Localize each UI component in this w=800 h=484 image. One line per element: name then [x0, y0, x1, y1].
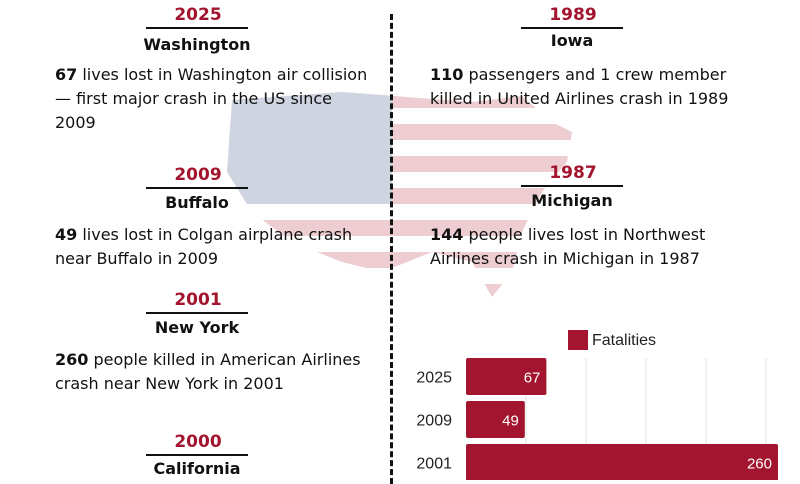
- event-count: 67: [55, 65, 78, 84]
- category-label: 2009: [416, 413, 452, 430]
- legend-label: Fatalities: [592, 332, 656, 349]
- event-description: 144 people lives lost in Northwest Airli…: [430, 223, 760, 271]
- event-text: people lives lost in Northwest Airlines …: [430, 225, 706, 268]
- event-count: 110: [430, 65, 464, 84]
- timeline-divider: [390, 14, 393, 484]
- legend-swatch: [568, 330, 588, 350]
- data-label: 260: [747, 456, 772, 473]
- bar: [466, 444, 778, 480]
- data-label: 67: [524, 370, 541, 387]
- event-year: 2009: [174, 165, 222, 185]
- event-year: 2000: [174, 432, 222, 452]
- year-underline: [521, 27, 623, 29]
- event-year: 2001: [174, 290, 222, 310]
- event-year: 1987: [549, 163, 597, 183]
- category-label: 2001: [416, 456, 452, 473]
- bar: [466, 401, 525, 438]
- event-text: people killed in American Airlines crash…: [55, 350, 361, 393]
- event-description: 49 lives lost in Colgan airplane crash n…: [55, 223, 375, 271]
- event-text: passengers and 1 crew member killed in U…: [430, 65, 729, 108]
- event-description: 260 people killed in American Airlines c…: [55, 348, 375, 396]
- year-underline: [521, 185, 623, 187]
- event-place: Washington: [143, 35, 251, 54]
- event-place: California: [153, 459, 241, 478]
- event-count: 260: [55, 350, 89, 369]
- event-text: lives lost in Colgan airplane crash near…: [55, 225, 353, 268]
- event-count: 49: [55, 225, 78, 244]
- fatalities-bar-chart: Fatalities 2025 67 2009 49 2001 260: [416, 330, 778, 480]
- data-label: 49: [502, 413, 519, 430]
- year-underline: [146, 187, 248, 189]
- year-underline: [146, 454, 248, 456]
- event-description: 67 lives lost in Washington air collisio…: [55, 63, 375, 135]
- event-place: New York: [154, 318, 240, 337]
- category-label: 2025: [416, 370, 452, 387]
- year-underline: [146, 312, 248, 314]
- bar: [466, 358, 547, 395]
- year-underline: [146, 27, 248, 29]
- event-year: 2025: [174, 5, 222, 25]
- us-flag-map-background: [227, 92, 572, 297]
- event-count: 144: [430, 225, 464, 244]
- event-place: Buffalo: [165, 193, 229, 212]
- event-place: Michigan: [531, 191, 613, 210]
- event-description: 110 passengers and 1 crew member killed …: [430, 63, 760, 111]
- event-text: lives lost in Washington air collision —…: [55, 65, 368, 132]
- event-year: 1989: [549, 5, 597, 25]
- event-place: Iowa: [550, 31, 594, 50]
